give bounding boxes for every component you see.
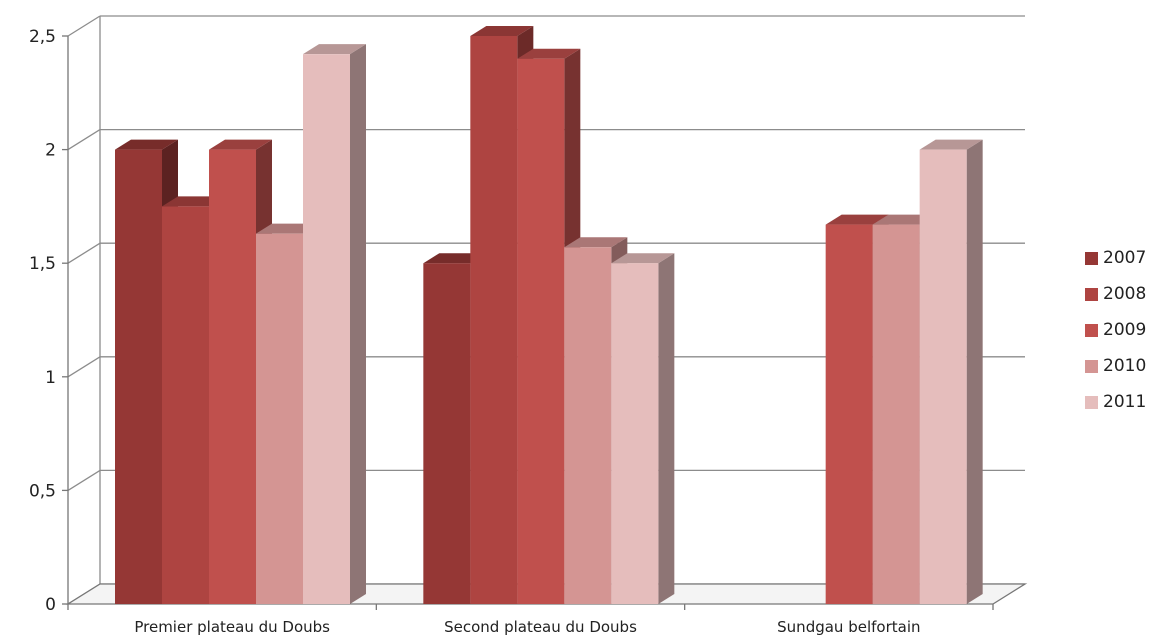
bar-side-2011 <box>966 139 983 604</box>
gridline-depth <box>67 15 101 37</box>
gridline-depth <box>67 469 101 491</box>
y-tick-label: 0 <box>45 595 56 615</box>
y-tick-label: 2 <box>45 141 56 161</box>
bar-side-2011 <box>658 253 675 604</box>
legend-item-2009: 2009 <box>1085 312 1146 348</box>
legend-swatch-2010 <box>1085 359 1098 373</box>
legend-swatch-2007 <box>1085 251 1098 265</box>
gridline-depth <box>67 129 101 151</box>
bar-2011 <box>611 263 659 604</box>
bar-2010 <box>564 247 612 604</box>
bar-2011 <box>919 149 967 604</box>
gridline-depth <box>67 242 101 264</box>
bar-2007 <box>115 149 162 604</box>
bar-top-2007 <box>115 139 178 150</box>
legend: 2007 2008 2009 2010 2011 <box>1085 240 1146 420</box>
legend-label-2007: 2007 <box>1103 248 1147 268</box>
bar-top-2011 <box>611 253 675 264</box>
x-category-label: Second plateau du Doubs <box>444 618 637 636</box>
bar-top-2011 <box>919 139 983 150</box>
legend-swatch-2009 <box>1085 323 1098 337</box>
y-tick-label: 1,5 <box>29 254 56 274</box>
bar-top-2010 <box>564 237 628 248</box>
y-tick-label: 2,5 <box>29 27 56 47</box>
bar-top-2009 <box>517 48 581 59</box>
bar-side-2011 <box>350 44 366 604</box>
x-category-label: Sundgau belfortain <box>777 618 920 636</box>
bar-top-2011 <box>303 44 366 55</box>
bar-2007 <box>423 263 471 604</box>
bar-top-2009 <box>825 214 889 225</box>
legend-item-2008: 2008 <box>1085 276 1146 312</box>
y-tick-label: 0,5 <box>29 481 56 501</box>
bar-2008 <box>162 206 209 604</box>
legend-item-2010: 2010 <box>1085 348 1146 384</box>
bar-2010 <box>872 224 920 605</box>
legend-swatch-2008 <box>1085 287 1098 301</box>
bar-2011 <box>303 54 350 604</box>
legend-label-2009: 2009 <box>1103 320 1147 340</box>
legend-swatch-2011 <box>1085 395 1098 409</box>
y-tick-label: 1 <box>45 368 56 388</box>
bar-top-2008 <box>470 26 534 36</box>
legend-item-2011: 2011 <box>1085 384 1146 420</box>
x-category-label: Premier plateau du Doubs <box>134 618 330 636</box>
bar-2009 <box>517 58 565 605</box>
bar-2009 <box>209 149 256 604</box>
bar-top-2009 <box>209 139 272 150</box>
bar-2009 <box>825 224 873 605</box>
legend-label-2010: 2010 <box>1103 356 1147 376</box>
bar-2008 <box>470 36 518 604</box>
legend-label-2011: 2011 <box>1103 392 1147 412</box>
gridline-depth <box>67 356 101 378</box>
bar-2010 <box>256 233 303 604</box>
legend-item-2007: 2007 <box>1085 240 1146 276</box>
legend-label-2008: 2008 <box>1103 284 1147 304</box>
